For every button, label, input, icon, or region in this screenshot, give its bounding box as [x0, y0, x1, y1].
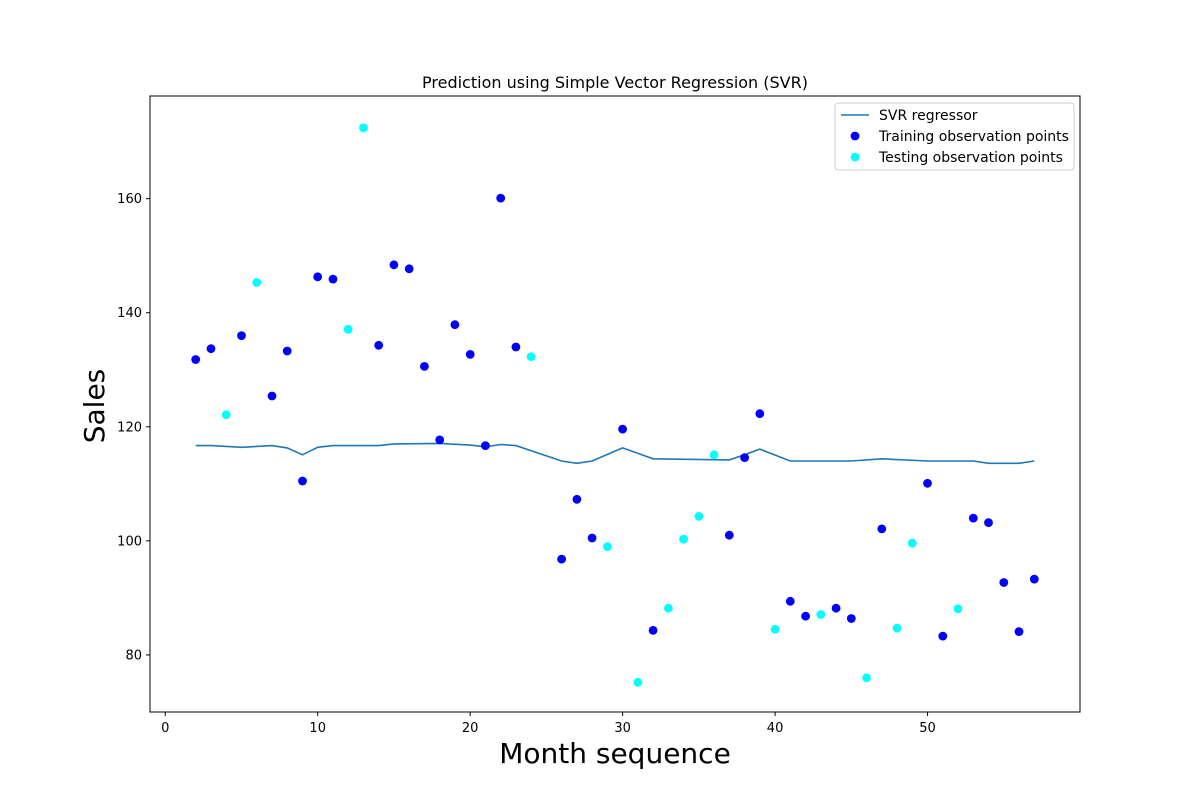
testing-point-0: [221, 410, 231, 420]
testing-point-8: [679, 534, 688, 544]
training-point-29: [846, 614, 856, 623]
y-tick-label: 160: [117, 192, 142, 207]
testing-point-7: [664, 603, 673, 613]
testing-point-9: [694, 512, 704, 521]
training-point-5: [298, 476, 307, 486]
training-point-8: [374, 340, 384, 350]
y-tick-label: 120: [117, 420, 142, 435]
y-axis-label: Sales: [78, 369, 111, 444]
testing-point-3: [359, 123, 368, 133]
training-point-33: [968, 513, 978, 523]
training-point-3: [267, 391, 277, 401]
y-tick-label: 140: [117, 306, 142, 321]
testing-point-13: [862, 673, 871, 683]
x-axis-label: Month sequence: [499, 737, 731, 770]
testing-point-15: [907, 538, 917, 548]
training-point-18: [557, 554, 566, 564]
training-point-37: [1029, 574, 1039, 584]
plot-area: [191, 123, 1039, 687]
training-point-17: [511, 342, 521, 352]
training-point-30: [877, 524, 887, 534]
training-point-16: [496, 193, 506, 203]
series-line-svr-regressor: [195, 442, 1035, 465]
testing-point-2: [343, 324, 353, 334]
training-point-21: [618, 424, 627, 434]
plot-frame: [149, 95, 1081, 713]
training-point-9: [389, 260, 399, 270]
training-point-23: [724, 530, 734, 540]
training-point-13: [450, 320, 460, 330]
legend-label: Training observation points: [878, 129, 1069, 145]
training-point-32: [938, 631, 948, 641]
training-point-10: [404, 264, 414, 274]
training-point-35: [999, 578, 1009, 587]
x-tick-label: 30: [614, 721, 631, 736]
testing-point-4: [526, 352, 536, 362]
testing-point-14: [892, 623, 902, 633]
training-point-27: [801, 611, 810, 621]
legend-marker-dot: [850, 131, 860, 141]
chart-title: Prediction using Simple Vector Regressio…: [422, 73, 808, 92]
legend-label: Testing observation points: [878, 150, 1063, 166]
testing-point-10: [709, 450, 719, 460]
training-point-11: [420, 362, 429, 371]
legend-box: [834, 102, 1075, 171]
training-point-1: [206, 344, 216, 354]
training-point-12: [435, 435, 445, 445]
testing-point-12: [816, 610, 826, 619]
x-tick-label: 20: [462, 721, 479, 736]
y-tick-label: 80: [125, 648, 142, 663]
training-point-14: [465, 350, 475, 359]
training-point-25: [755, 409, 765, 419]
training-point-26: [785, 596, 795, 606]
training-point-36: [1014, 627, 1024, 636]
training-point-15: [481, 441, 490, 450]
training-point-19: [572, 494, 582, 504]
x-tick-label: 10: [309, 721, 326, 736]
training-point-20: [587, 533, 597, 543]
training-point-34: [984, 518, 993, 527]
legend-marker-dot: [850, 152, 860, 162]
x-tick-label: 50: [919, 721, 936, 736]
training-point-4: [282, 346, 292, 356]
training-point-22: [648, 626, 658, 635]
testing-point-11: [770, 624, 780, 634]
testing-point-5: [603, 542, 612, 551]
testing-point-6: [633, 677, 643, 687]
training-point-7: [328, 274, 338, 284]
testing-point-1: [252, 278, 262, 287]
training-point-0: [191, 355, 201, 364]
training-point-6: [313, 272, 323, 282]
training-point-28: [831, 603, 841, 613]
testing-point-16: [953, 604, 963, 614]
x-tick-label: 40: [767, 721, 784, 736]
legend: SVR regressor Training observation points…: [834, 102, 1075, 171]
x-tick-label: 0: [161, 721, 169, 736]
training-point-2: [237, 331, 246, 340]
axes: 0 10 20 30 40 50 80 100 120 140 160: [117, 95, 1081, 736]
training-point-31: [923, 478, 932, 488]
training-point-24: [740, 453, 749, 462]
y-tick-label: 100: [117, 534, 142, 549]
legend-label: SVR regressor: [879, 108, 978, 124]
